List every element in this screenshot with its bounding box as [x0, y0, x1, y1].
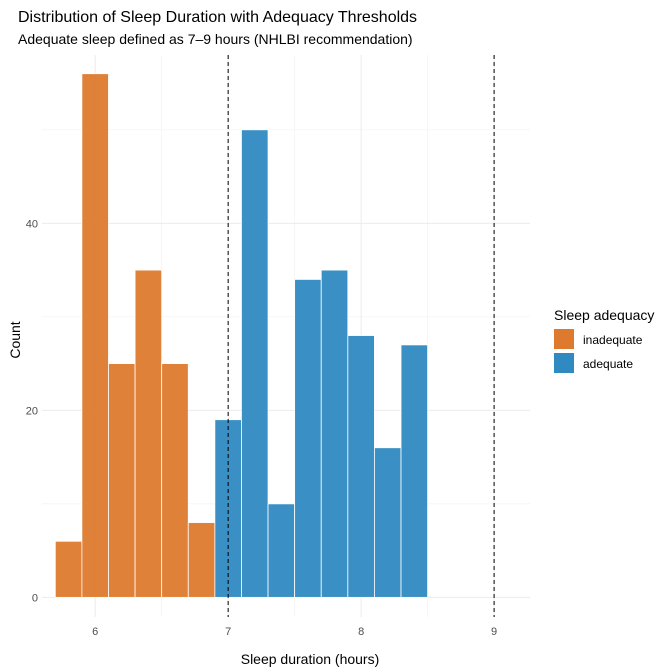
x-tick-label: 8 — [358, 626, 364, 638]
histogram-bar-adequate — [347, 335, 375, 598]
y-axis-title: Count — [7, 321, 23, 358]
chart-subtitle: Adequate sleep defined as 7–9 hours (NHL… — [18, 31, 413, 47]
histogram-bar-adequate — [320, 269, 349, 598]
legend-swatch-inadequate — [554, 329, 574, 349]
legend: Sleep adequacy inadequate adequate — [554, 307, 654, 373]
y-tick-label: 0 — [32, 592, 38, 604]
legend-title: Sleep adequacy — [554, 307, 654, 323]
histogram-bar-inadequate — [54, 540, 83, 598]
histogram-bars — [54, 73, 429, 598]
histogram-bar-adequate — [241, 129, 269, 598]
legend-swatch-adequate — [554, 353, 574, 373]
histogram-bar-inadequate — [134, 269, 163, 598]
histogram-bar-adequate — [267, 503, 296, 598]
histogram-bar-adequate — [294, 279, 322, 598]
x-tick-label: 7 — [225, 626, 231, 638]
threshold-lines — [227, 55, 495, 617]
histogram-bar-adequate — [374, 447, 402, 598]
chart-title: Distribution of Sleep Duration with Adeq… — [18, 9, 417, 26]
histogram-bar-inadequate — [108, 363, 136, 598]
y-tick-label: 40 — [26, 218, 38, 230]
y-tick-label: 20 — [26, 405, 38, 417]
histogram-bar-adequate — [400, 344, 429, 598]
histogram-bar-inadequate — [81, 73, 109, 598]
axis-ticks: 6 7 8 9 0 20 40 — [26, 218, 497, 638]
histogram-bar-inadequate — [161, 363, 189, 598]
histogram-bar-adequate — [214, 419, 242, 598]
legend-label-adequate: adequate — [583, 357, 633, 371]
x-tick-label: 6 — [92, 626, 98, 638]
x-axis-title: Sleep duration (hours) — [241, 651, 380, 667]
histogram-bar-inadequate — [187, 522, 216, 598]
x-tick-label: 9 — [491, 626, 497, 638]
legend-label-inadequate: inadequate — [583, 333, 643, 347]
